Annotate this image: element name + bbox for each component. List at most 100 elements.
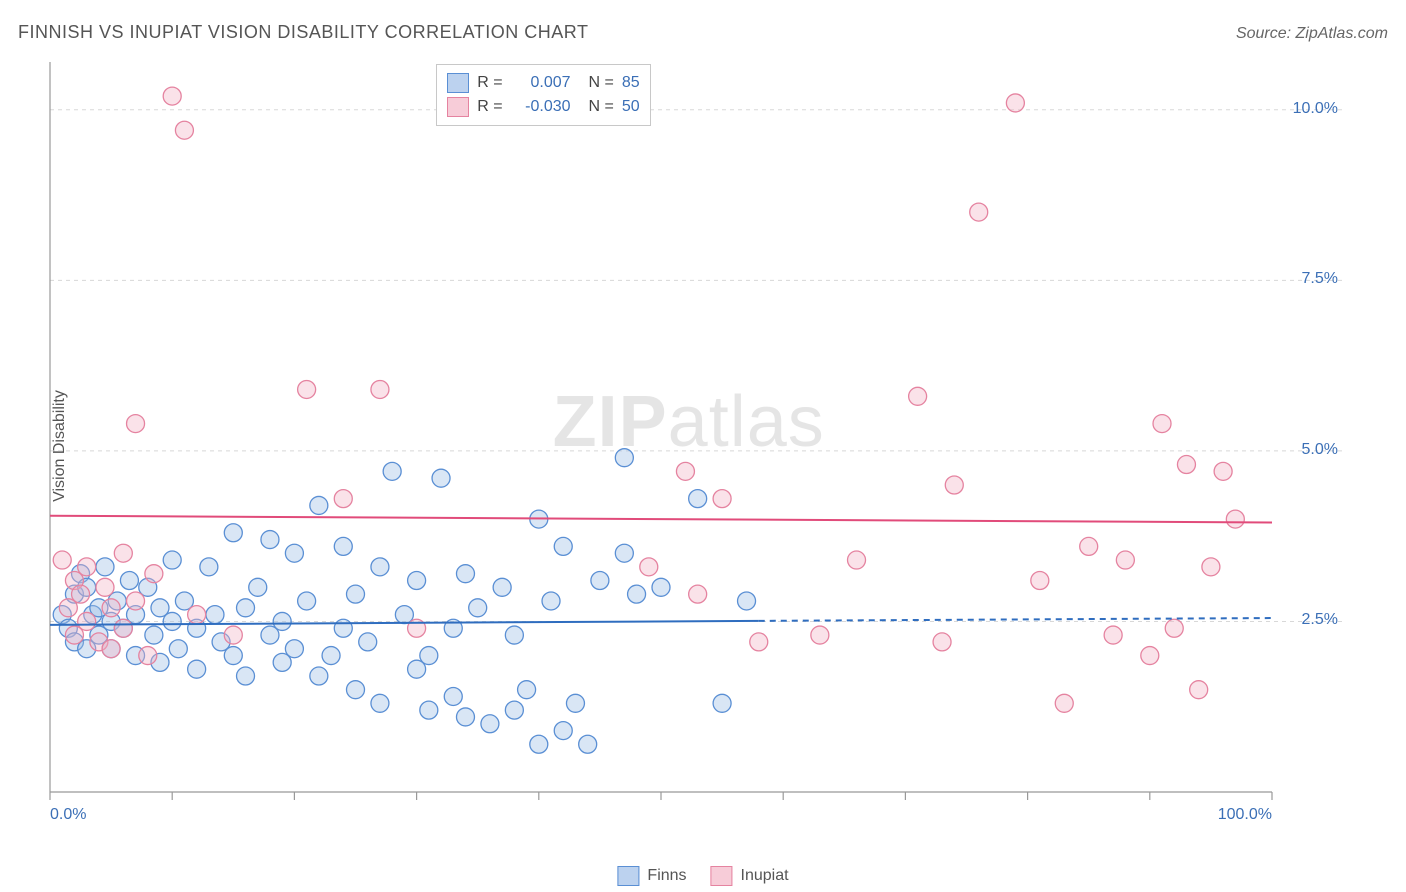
regression-line-extrapolated [759, 618, 1272, 621]
legend-swatch [711, 866, 733, 886]
data-point [224, 626, 242, 644]
data-point [96, 558, 114, 576]
data-point [78, 558, 96, 576]
data-point [383, 462, 401, 480]
series-legend: FinnsInupiat [617, 866, 788, 886]
data-point [456, 708, 474, 726]
n-value: 85 [622, 71, 640, 95]
data-point [469, 599, 487, 617]
data-point [493, 578, 511, 596]
correlation-legend: R = 0.007 N = 85R = -0.030 N = 50 [436, 64, 650, 126]
stat-label: N = [589, 95, 614, 119]
data-point [1080, 537, 1098, 555]
data-point [518, 681, 536, 699]
data-point [163, 612, 181, 630]
data-point [53, 551, 71, 569]
stat-label: R = [477, 95, 502, 119]
data-point [347, 681, 365, 699]
data-point [848, 551, 866, 569]
n-value: 50 [622, 95, 640, 119]
data-point [347, 585, 365, 603]
data-point [615, 544, 633, 562]
data-point [1202, 558, 1220, 576]
data-point [408, 572, 426, 590]
correlation-legend-row: R = -0.030 N = 50 [447, 95, 639, 119]
data-point [542, 592, 560, 610]
data-point [188, 660, 206, 678]
data-point [249, 578, 267, 596]
data-point [1214, 462, 1232, 480]
data-point [145, 565, 163, 583]
data-point [334, 537, 352, 555]
data-point [909, 387, 927, 405]
data-point [1177, 456, 1195, 474]
data-point [579, 735, 597, 753]
data-point [689, 490, 707, 508]
data-point [334, 619, 352, 637]
data-point [554, 537, 572, 555]
data-point [310, 496, 328, 514]
data-point [566, 694, 584, 712]
data-point [713, 694, 731, 712]
data-point [285, 544, 303, 562]
data-point [420, 701, 438, 719]
data-point [432, 469, 450, 487]
data-point [481, 715, 499, 733]
data-point [102, 599, 120, 617]
data-point [738, 592, 756, 610]
legend-label: Finns [647, 867, 686, 885]
data-point [163, 551, 181, 569]
data-point [1104, 626, 1122, 644]
x-tick-label: 0.0% [50, 806, 86, 824]
data-point [139, 647, 157, 665]
y-tick-label: 10.0% [1293, 100, 1338, 118]
data-point [1226, 510, 1244, 528]
data-point [811, 626, 829, 644]
stat-label: R = [477, 71, 502, 95]
data-point [420, 647, 438, 665]
data-point [554, 722, 572, 740]
legend-item: Finns [617, 866, 686, 886]
stat-label: N = [589, 71, 614, 95]
data-point [163, 87, 181, 105]
data-point [444, 687, 462, 705]
data-point [1031, 572, 1049, 590]
data-point [78, 612, 96, 630]
y-tick-label: 5.0% [1302, 441, 1338, 459]
data-point [127, 592, 145, 610]
data-point [175, 121, 193, 139]
data-point [1165, 619, 1183, 637]
data-point [640, 558, 658, 576]
regression-line [50, 516, 1272, 523]
data-point [298, 592, 316, 610]
data-point [750, 633, 768, 651]
data-point [456, 565, 474, 583]
data-point [945, 476, 963, 494]
y-tick-label: 2.5% [1302, 611, 1338, 629]
y-tick-label: 7.5% [1302, 270, 1338, 288]
data-point [206, 606, 224, 624]
r-value: 0.007 [511, 71, 571, 95]
data-point [1141, 647, 1159, 665]
r-value: -0.030 [511, 95, 571, 119]
legend-swatch [447, 97, 469, 117]
data-point [1116, 551, 1134, 569]
data-point [1006, 94, 1024, 112]
correlation-legend-row: R = 0.007 N = 85 [447, 71, 639, 95]
data-point [970, 203, 988, 221]
data-point [96, 578, 114, 596]
data-point [114, 544, 132, 562]
data-point [615, 449, 633, 467]
data-point [188, 606, 206, 624]
data-point [334, 490, 352, 508]
data-point [371, 380, 389, 398]
data-point [530, 735, 548, 753]
data-point [237, 667, 255, 685]
scatter-chart-svg [48, 58, 1342, 828]
data-point [1055, 694, 1073, 712]
data-point [114, 619, 132, 637]
data-point [127, 415, 145, 433]
data-point [1190, 681, 1208, 699]
data-point [591, 572, 609, 590]
source-attribution: Source: ZipAtlas.com [1236, 25, 1388, 43]
